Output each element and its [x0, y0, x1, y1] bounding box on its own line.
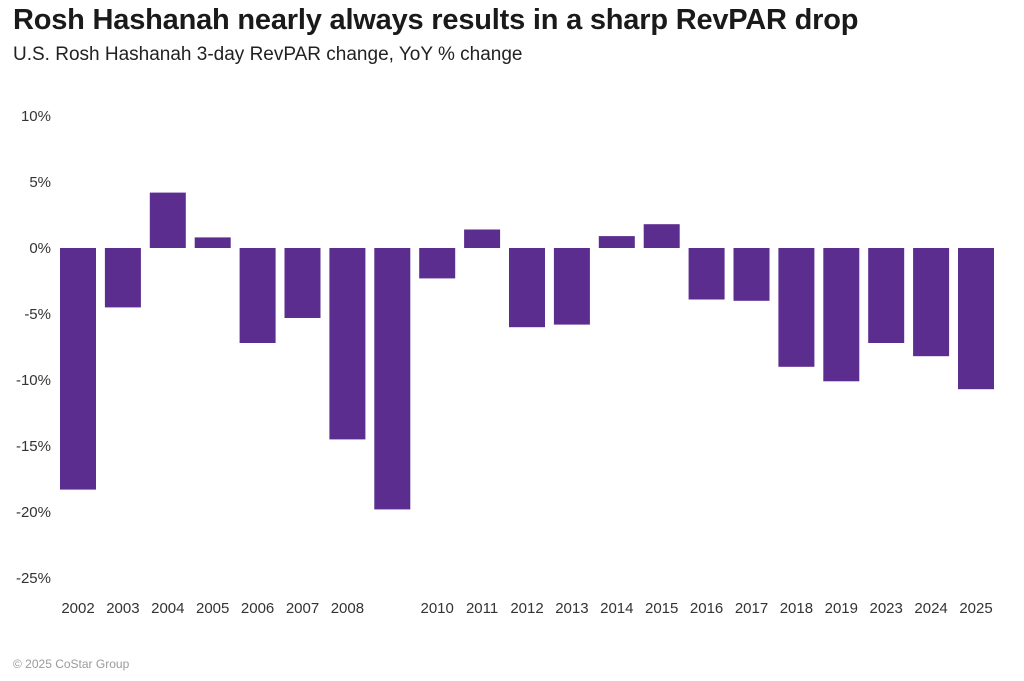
bar-2003 — [104, 248, 141, 308]
y-tick-label: 0% — [29, 240, 51, 257]
bar-2014 — [598, 236, 635, 248]
y-tick-label: -10% — [16, 372, 51, 389]
bar-2025 — [958, 248, 994, 390]
x-tick-label: 2025 — [959, 600, 992, 617]
x-tick-label: 2006 — [241, 600, 274, 617]
x-tick-label: 2008 — [331, 600, 364, 617]
bar-2012 — [509, 248, 545, 328]
bar-2019 — [823, 248, 860, 382]
bar-2013 — [553, 248, 590, 325]
bar-2004 — [149, 192, 186, 248]
bar-2006 — [239, 248, 276, 343]
y-tick-label: 5% — [29, 174, 51, 191]
x-tick-label: 2024 — [914, 600, 947, 617]
x-tick-label: 2011 — [466, 600, 498, 617]
bar-2016 — [688, 248, 725, 300]
x-tick-label: 2005 — [196, 600, 229, 617]
x-tick-label: 2003 — [106, 600, 139, 617]
x-tick-label: 2016 — [690, 600, 723, 617]
x-axis: 2002 2003 2004 2005 2006 2007 2008 2010 2011 2012… — [61, 600, 992, 617]
bar-2015 — [643, 224, 680, 248]
x-tick-label: 2014 — [600, 600, 633, 617]
y-axis: 10% 5% 0% -5% -10% -15% -20% -25% — [16, 108, 51, 587]
bar-2024 — [913, 248, 950, 357]
y-tick-label: -15% — [16, 438, 51, 455]
copyright-footer: © 2025 CoStar Group — [13, 657, 130, 671]
x-tick-label: 2012 — [510, 600, 543, 617]
x-tick-label: 2010 — [421, 600, 454, 617]
x-tick-label: 2015 — [645, 600, 678, 617]
bar-2017 — [733, 248, 770, 301]
x-tick-label: 2017 — [735, 600, 768, 617]
bar-2011 — [464, 229, 501, 248]
bar-2023 — [868, 248, 905, 343]
y-tick-label: -5% — [24, 306, 51, 323]
bar-2010 — [419, 248, 456, 279]
x-tick-label: 2018 — [780, 600, 813, 617]
bar-2007 — [284, 248, 321, 318]
x-tick-label: 2023 — [870, 600, 903, 617]
chart-title: Rosh Hashanah nearly always results in a… — [13, 4, 859, 36]
x-tick-label: 2007 — [286, 600, 319, 617]
bars-group — [60, 192, 994, 510]
x-tick-label: 2019 — [825, 600, 858, 617]
x-tick-label: 2002 — [61, 600, 94, 617]
y-tick-label: 10% — [21, 108, 51, 125]
bar-unlabeled — [374, 248, 411, 510]
bar-2018 — [778, 248, 815, 367]
bar-2008 — [329, 248, 366, 440]
bar-2005 — [194, 237, 231, 248]
x-tick-label: 2004 — [151, 600, 184, 617]
y-tick-label: -20% — [16, 504, 51, 521]
x-tick-label: 2013 — [555, 600, 588, 617]
y-tick-label: -25% — [16, 570, 51, 587]
bar-2002 — [60, 248, 96, 490]
chart-subtitle: U.S. Rosh Hashanah 3-day RevPAR change, … — [13, 44, 523, 65]
